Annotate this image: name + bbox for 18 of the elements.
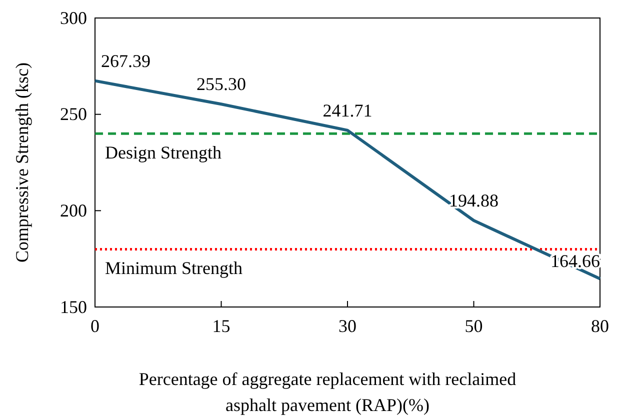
x-axis-title: Percentage of aggregate replacement with reclaimed asphalt pavement (RAP)(%) [138, 369, 516, 415]
x-tick-label: 50 [464, 316, 483, 336]
x-tick-label: 80 [591, 316, 609, 336]
data-label: 241.71 [322, 100, 372, 120]
y-tick-label: 250 [60, 104, 87, 124]
x-tick-label: 30 [338, 316, 356, 336]
y-tick-label: 300 [60, 8, 87, 28]
y-tick-label: 200 [60, 200, 87, 220]
y-axis-title: Compressive Strength (ksc) [12, 62, 32, 262]
line-series [94, 79, 602, 280]
y-tick-label: 150 [60, 296, 87, 317]
data-label: 255.30 [196, 74, 246, 94]
data-label: 194.88 [449, 190, 498, 211]
data-label: 267.39 [101, 50, 150, 71]
x-tick-label: 0 [90, 316, 100, 336]
ref-line-label: Minimum Strength [105, 258, 243, 278]
ref-line-label: Design Strength [105, 142, 222, 163]
x-tick-label: 15 [212, 316, 230, 336]
